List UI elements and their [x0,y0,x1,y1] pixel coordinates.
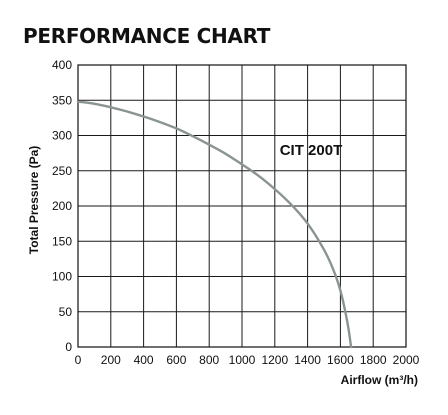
y-tick-label: 400 [52,58,72,72]
y-tick-label: 150 [52,234,72,248]
x-tick-label: 800 [199,353,219,367]
y-tick-label: 200 [52,199,72,213]
y-tick-label: 250 [52,164,72,178]
x-tick-label: 1800 [360,353,387,367]
series-label: CIT 200T [280,142,343,159]
x-tick-label: 2000 [393,353,420,367]
x-tick-label: 1000 [229,353,256,367]
x-tick-label: 200 [101,353,121,367]
plot-frame [77,64,407,348]
y-tick-label: 0 [65,340,72,354]
x-tick-label: 1600 [327,353,354,367]
x-tick-label: 0 [75,353,82,367]
x-tick-label: 600 [166,353,186,367]
x-tick-label: 1400 [294,353,321,367]
x-axis-label: Airflow (m³/h) [341,373,418,387]
y-tick-label: 300 [52,129,72,143]
y-tick-label: 350 [52,93,72,107]
x-tick-label: 1200 [261,353,288,367]
y-axis-label: Total Pressure (Pa) [27,146,41,254]
y-tick-label: 50 [59,305,73,319]
series-line [76,100,353,349]
chart-title: PERFORMANCE CHART [23,24,271,48]
y-tick-label: 100 [52,270,72,284]
x-tick-label: 400 [134,353,154,367]
